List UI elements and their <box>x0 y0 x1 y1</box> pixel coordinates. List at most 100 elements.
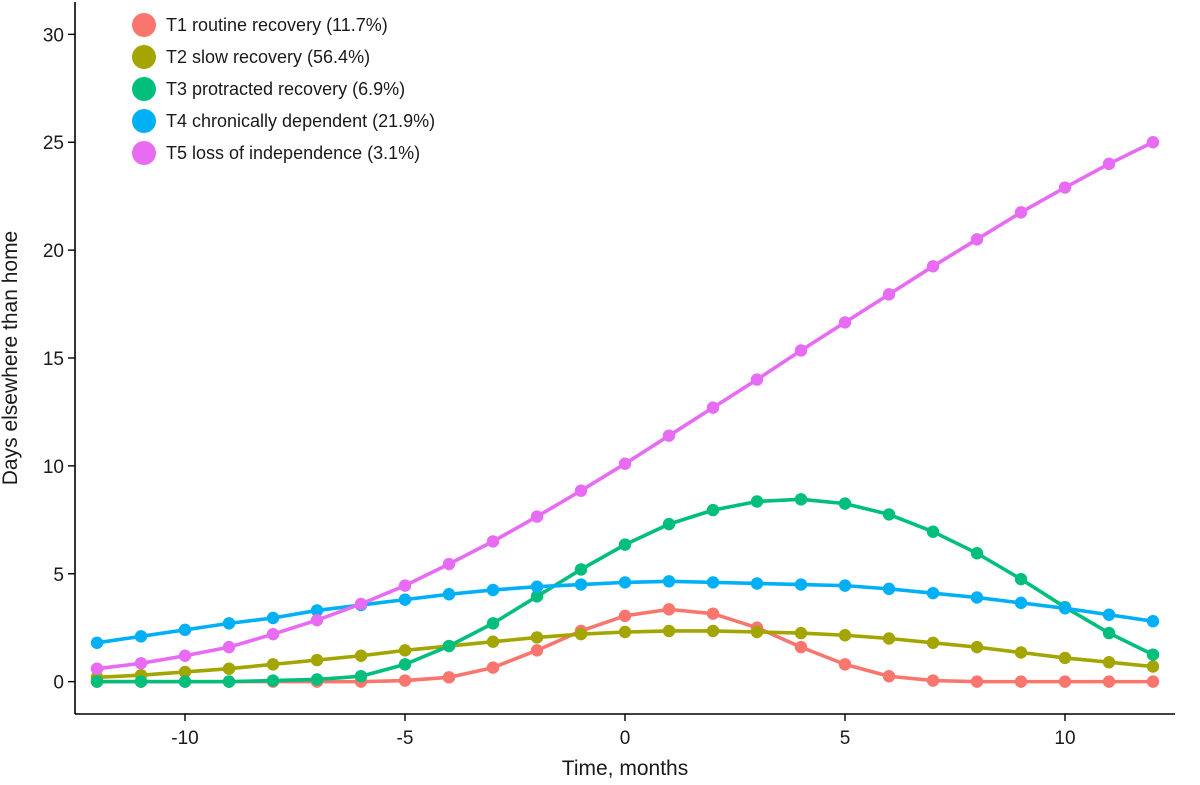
data-point <box>178 649 192 662</box>
data-point <box>1102 157 1116 171</box>
data-point <box>398 644 412 657</box>
data-point <box>838 629 852 642</box>
legend-key <box>132 141 156 165</box>
data-point <box>662 517 676 531</box>
data-point <box>574 578 588 591</box>
y-tick-label: 5 <box>53 565 64 586</box>
data-point <box>794 640 808 654</box>
y-axis-ticks: 0 5 10 15 20 25 30 <box>43 25 75 694</box>
data-point <box>1014 675 1028 688</box>
data-point <box>134 630 148 643</box>
y-tick-label: 15 <box>43 349 64 370</box>
series-1 <box>90 603 1160 688</box>
legend-label: T1 routine recovery (11.7%) <box>166 15 388 35</box>
data-point <box>486 635 500 648</box>
series-4 <box>90 575 1160 649</box>
data-point <box>266 627 280 641</box>
data-point <box>1102 675 1116 688</box>
data-point <box>1102 626 1116 640</box>
data-point <box>1014 596 1028 610</box>
legend-label: T5 loss of independence (3.1%) <box>166 143 420 163</box>
data-point <box>574 484 588 497</box>
data-point <box>398 593 412 606</box>
data-point <box>970 233 984 246</box>
data-point <box>442 639 456 653</box>
data-point <box>178 665 192 679</box>
x-tick-label: 10 <box>1054 728 1075 749</box>
series-line <box>95 140 1155 671</box>
data-point <box>970 640 984 654</box>
data-point <box>134 657 148 670</box>
data-point <box>1146 648 1160 661</box>
data-point <box>310 604 324 617</box>
data-point <box>310 613 324 627</box>
data-point <box>178 623 192 637</box>
x-axis-title: Time, months <box>562 757 688 780</box>
data-point <box>134 675 148 688</box>
data-point <box>618 625 632 639</box>
data-point <box>1102 608 1116 621</box>
data-point <box>90 636 104 649</box>
data-point <box>530 631 544 644</box>
data-point <box>926 674 940 687</box>
data-point <box>618 576 632 589</box>
series-2 <box>90 624 1160 684</box>
axes <box>74 2 1175 715</box>
x-tick-label: 5 <box>840 728 851 749</box>
legend-key <box>132 109 156 133</box>
data-point <box>750 577 764 590</box>
data-point <box>882 582 896 596</box>
data-point <box>442 557 456 571</box>
data-point <box>530 644 544 657</box>
series-5 <box>90 136 1160 675</box>
series-line <box>95 497 1155 684</box>
data-point <box>90 675 104 688</box>
data-point <box>354 597 368 611</box>
data-point <box>882 670 896 683</box>
data-point <box>486 617 500 630</box>
data-point <box>794 493 808 506</box>
data-point <box>706 624 720 638</box>
data-point <box>1014 206 1028 219</box>
data-point <box>970 675 984 688</box>
data-point <box>662 603 676 616</box>
legend-key <box>132 45 156 69</box>
data-point <box>838 497 852 510</box>
data-point <box>486 535 500 548</box>
x-tick-label: -5 <box>397 728 414 749</box>
data-point <box>1146 660 1160 673</box>
series-3 <box>90 493 1160 688</box>
data-point <box>926 260 940 273</box>
data-point <box>266 658 280 671</box>
data-point <box>486 583 500 597</box>
data-point <box>706 607 720 620</box>
data-point <box>706 503 720 517</box>
y-tick-label: 25 <box>43 133 64 154</box>
data-point <box>882 508 896 521</box>
x-axis-ticks: -10 -5 0 5 10 <box>171 714 1076 749</box>
data-point <box>398 579 412 592</box>
data-point <box>662 429 676 442</box>
data-point <box>354 670 368 683</box>
data-point <box>354 649 368 662</box>
data-point <box>618 457 632 470</box>
data-point <box>530 580 544 593</box>
legend-label: T2 slow recovery (56.4%) <box>166 47 370 67</box>
data-point <box>90 662 104 675</box>
data-point <box>970 547 984 560</box>
data-point <box>266 674 280 687</box>
data-point <box>310 653 324 667</box>
data-point <box>1014 572 1028 586</box>
data-point <box>750 373 764 386</box>
data-point <box>662 624 676 638</box>
data-point <box>618 538 632 551</box>
legend-key <box>132 77 156 101</box>
data-point <box>1058 602 1072 615</box>
data-point <box>794 626 808 640</box>
x-tick-label: 0 <box>620 728 631 749</box>
data-point <box>530 510 544 523</box>
data-point <box>750 495 764 508</box>
data-point <box>706 401 720 414</box>
data-point <box>618 609 632 623</box>
